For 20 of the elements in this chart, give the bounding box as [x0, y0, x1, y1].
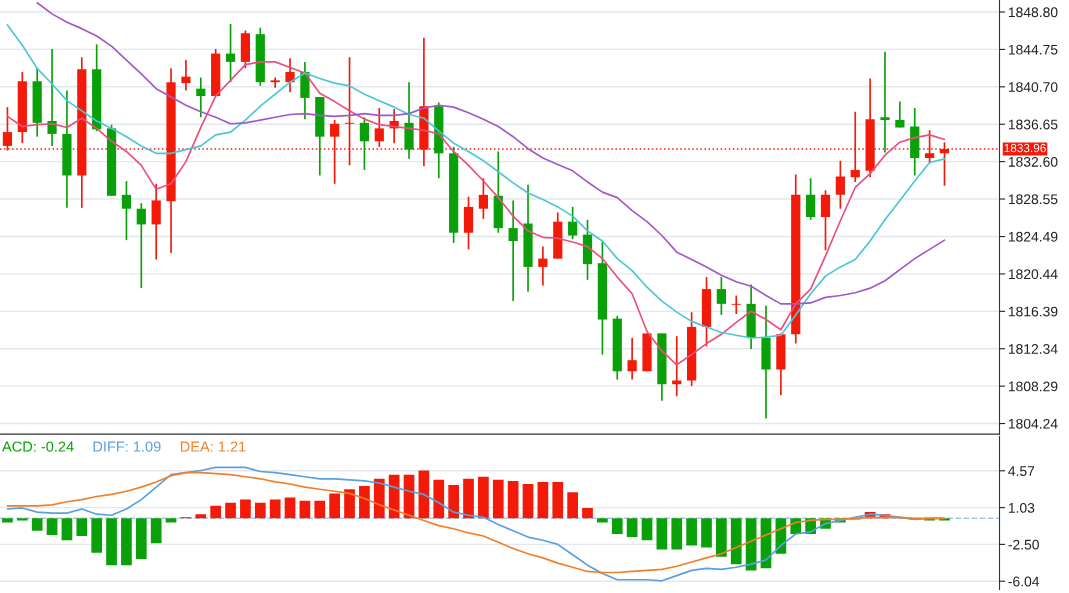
y-tick-label: 1840.70: [1008, 82, 1058, 92]
y-tick-label: -2.50: [1008, 539, 1039, 550]
y-tick-label: 1844.75: [1008, 44, 1058, 55]
y-tick-label: 1832.60: [1008, 156, 1058, 167]
y-tick-label: 4.57: [1008, 466, 1035, 476]
y-tick-label: 1836.65: [1008, 119, 1058, 130]
series-label: DEA: 1.21: [180, 441, 246, 452]
text: ACD: -0.24: [2, 441, 74, 452]
y-tick-label: 1816.39: [1008, 306, 1058, 317]
y-tick-label: 1804.24: [1008, 418, 1058, 429]
y-tick-label: 1812.34: [1008, 344, 1058, 354]
ref-line-label: 1833.96: [1004, 143, 1046, 153]
y-tick-label: 1.03: [1008, 502, 1035, 513]
y-tick-label: 1848.80: [1008, 7, 1058, 18]
y-tick-label: 1824.49: [1008, 231, 1058, 242]
y-tick-label: 1828.55: [1008, 194, 1058, 205]
y-tick-label: 1820.44: [1008, 269, 1058, 280]
series-label: DIFF: 1.09: [93, 441, 161, 452]
y-tick-label: -6.04: [1008, 576, 1040, 587]
y-tick-label: 1808.29: [1008, 381, 1058, 392]
